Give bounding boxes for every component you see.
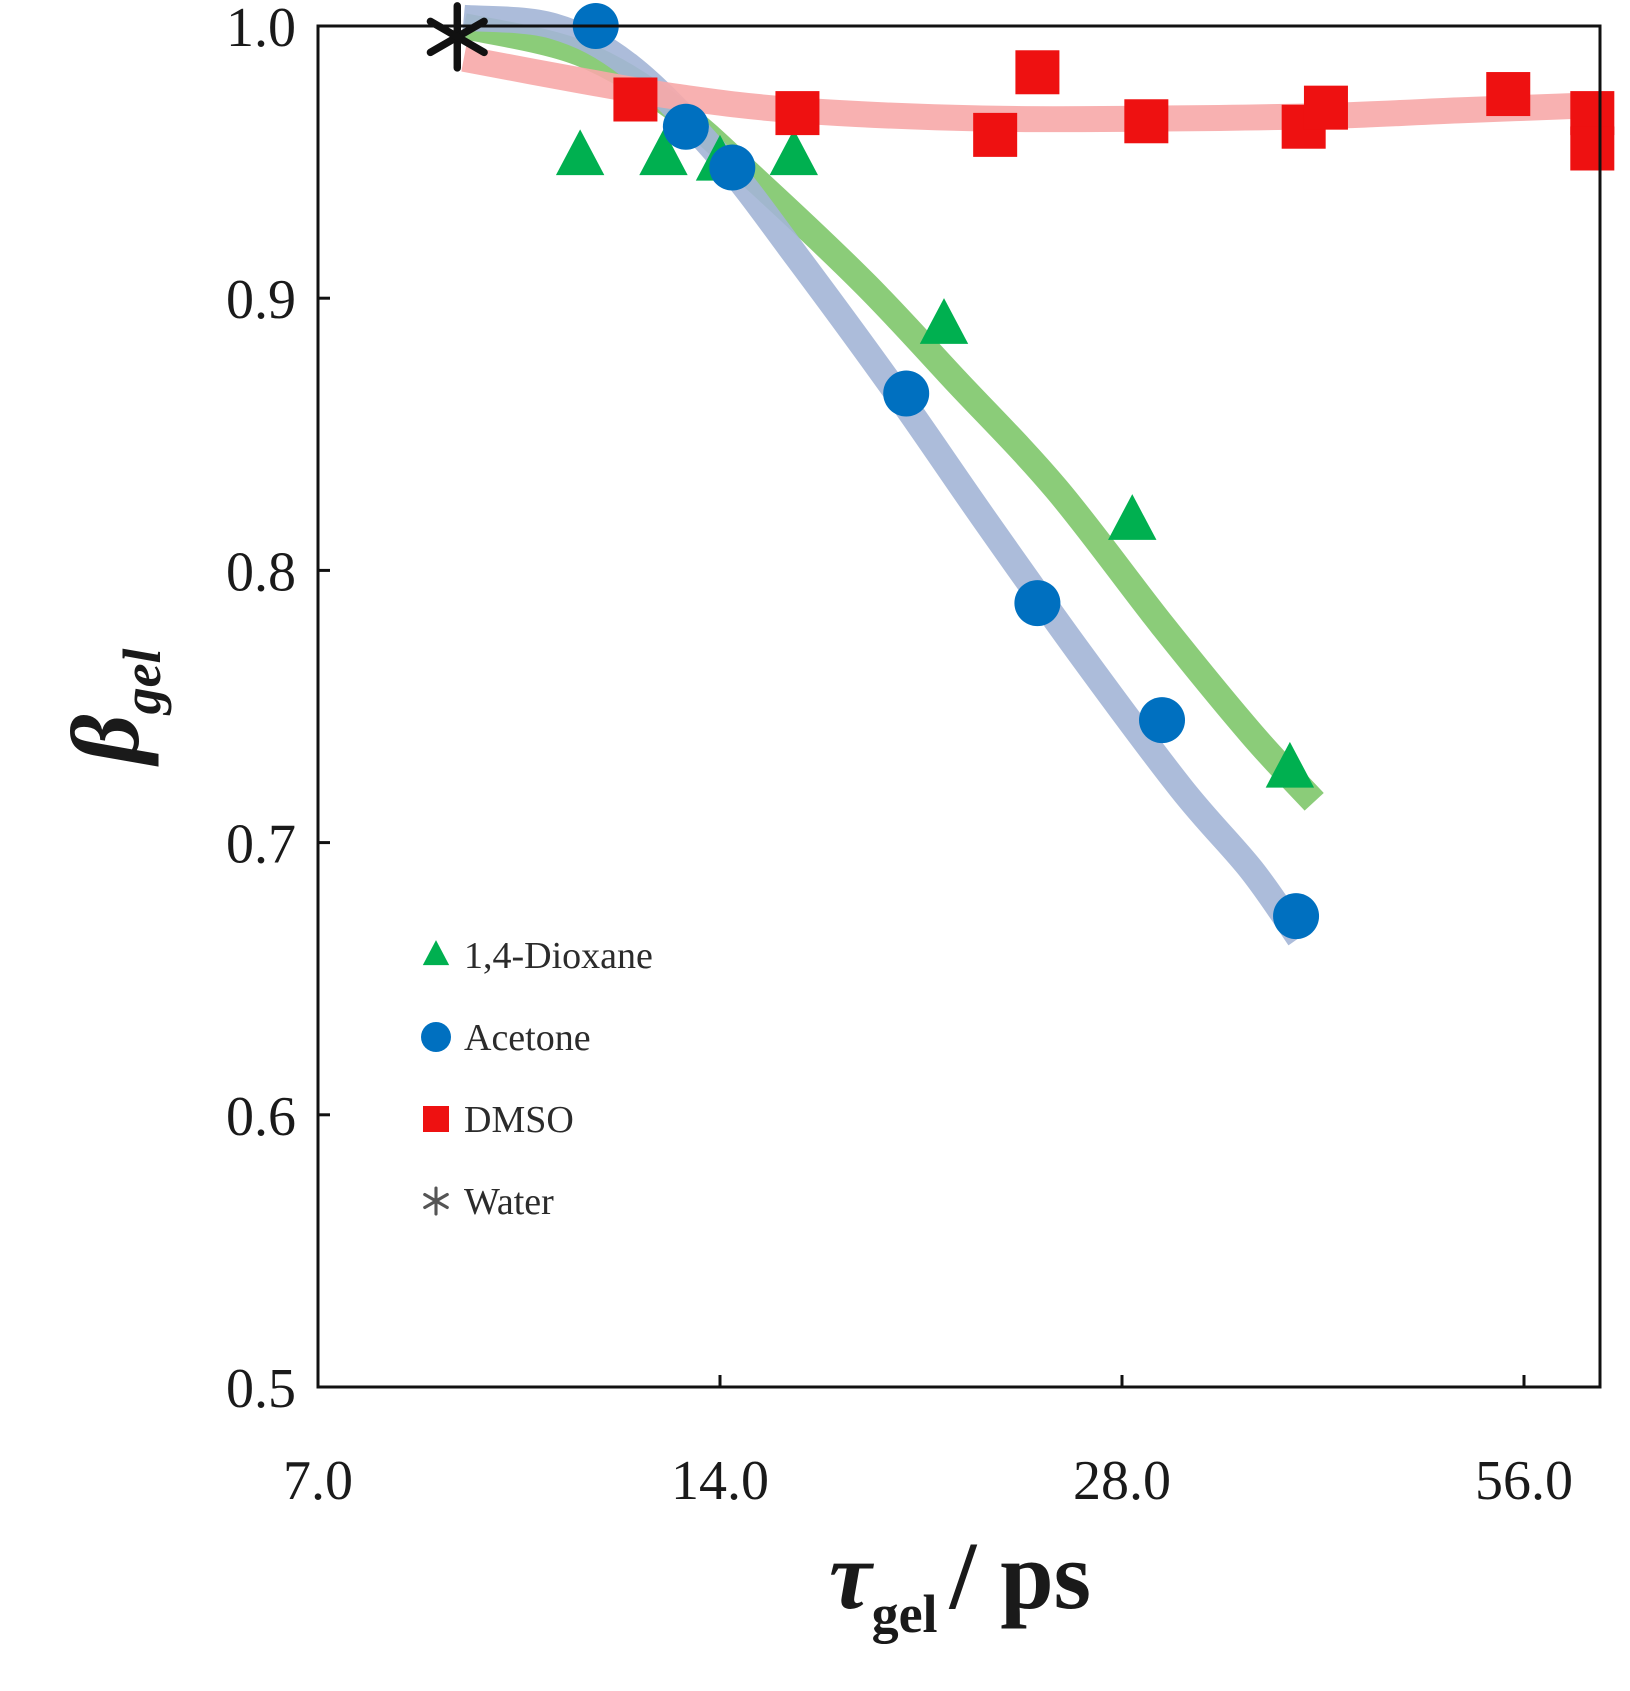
data-point-acetone xyxy=(1273,893,1320,940)
y-tick-label: 0.6 xyxy=(226,1086,296,1148)
legend-label: DMSO xyxy=(464,1099,574,1141)
data-point-dmso xyxy=(973,112,1018,157)
legend-marker-acetone xyxy=(421,1022,451,1052)
data-point-dmso xyxy=(1570,126,1615,171)
x-tick-label: 14.0 xyxy=(671,1450,769,1512)
data-point-dmso xyxy=(1124,99,1169,144)
data-point-1-4-dioxane xyxy=(769,129,819,176)
plot-frame xyxy=(316,24,1602,1389)
y-tick-label: 1.0 xyxy=(226,0,296,59)
data-point-1-4-dioxane xyxy=(1265,741,1315,788)
legend: 1,4-Dioxane Acetone DMSO Water xyxy=(421,935,653,1223)
legend-item-dmso: DMSO xyxy=(423,1099,574,1141)
data-point-acetone xyxy=(662,103,709,150)
data-point-acetone xyxy=(883,370,930,417)
legend-marker-water xyxy=(423,1186,449,1216)
legend-item-water: Water xyxy=(423,1181,554,1223)
data-point-1-4-dioxane xyxy=(555,129,605,176)
legend-label: Water xyxy=(464,1181,554,1223)
data-point-dmso xyxy=(775,91,820,136)
legend-label: 1,4-Dioxane xyxy=(464,935,653,977)
x-axis-ticks: 7.0 14.0 28.0 56.0 xyxy=(283,1375,1573,1512)
x-axis-subscript: gel xyxy=(872,1584,938,1644)
data-points xyxy=(426,2,1615,940)
fit-curves xyxy=(460,4,1602,946)
data-point-acetone xyxy=(1014,580,1061,627)
y-tick-label: 0.8 xyxy=(226,541,296,603)
data-point-1-4-dioxane xyxy=(639,129,688,176)
x-axis-unit: / ps xyxy=(949,1522,1091,1629)
svg-text:βgel: βgel xyxy=(52,648,172,766)
y-tick-label: 0.9 xyxy=(226,269,296,331)
data-point-acetone xyxy=(1139,697,1186,744)
legend-item-1-4-dioxane: 1,4-Dioxane xyxy=(422,935,653,977)
data-point-acetone xyxy=(709,144,756,191)
y-axis-subscript: gel xyxy=(112,648,172,715)
x-axis-title: τgel / ps xyxy=(829,1522,1091,1644)
y-tick-label: 0.5 xyxy=(226,1358,296,1420)
legend-marker-dmso xyxy=(423,1106,449,1132)
data-point-1-4-dioxane xyxy=(919,298,969,344)
legend-item-acetone: Acetone xyxy=(421,1017,591,1059)
x-tick-label: 7.0 xyxy=(283,1450,353,1512)
data-point-dmso xyxy=(1303,85,1348,130)
fit-curve-1-4-dioxane xyxy=(460,13,1324,811)
y-axis-symbol: β xyxy=(52,714,159,766)
x-tick-label: 28.0 xyxy=(1073,1450,1171,1512)
legend-marker-1-4-dioxane xyxy=(422,940,450,966)
data-point-dmso xyxy=(1015,50,1060,95)
y-axis-title: βgel xyxy=(52,648,172,766)
y-tick-label: 0.7 xyxy=(226,814,296,876)
legend-label: Acetone xyxy=(464,1017,591,1059)
x-axis-symbol: τ xyxy=(829,1522,875,1629)
y-axis-ticks: 0.5 0.6 0.7 0.8 0.9 1.0 xyxy=(226,0,330,1420)
data-point-1-4-dioxane xyxy=(1108,494,1157,540)
data-point-dmso xyxy=(613,77,658,122)
data-point-dmso xyxy=(1486,72,1531,117)
x-tick-label: 56.0 xyxy=(1475,1450,1573,1512)
